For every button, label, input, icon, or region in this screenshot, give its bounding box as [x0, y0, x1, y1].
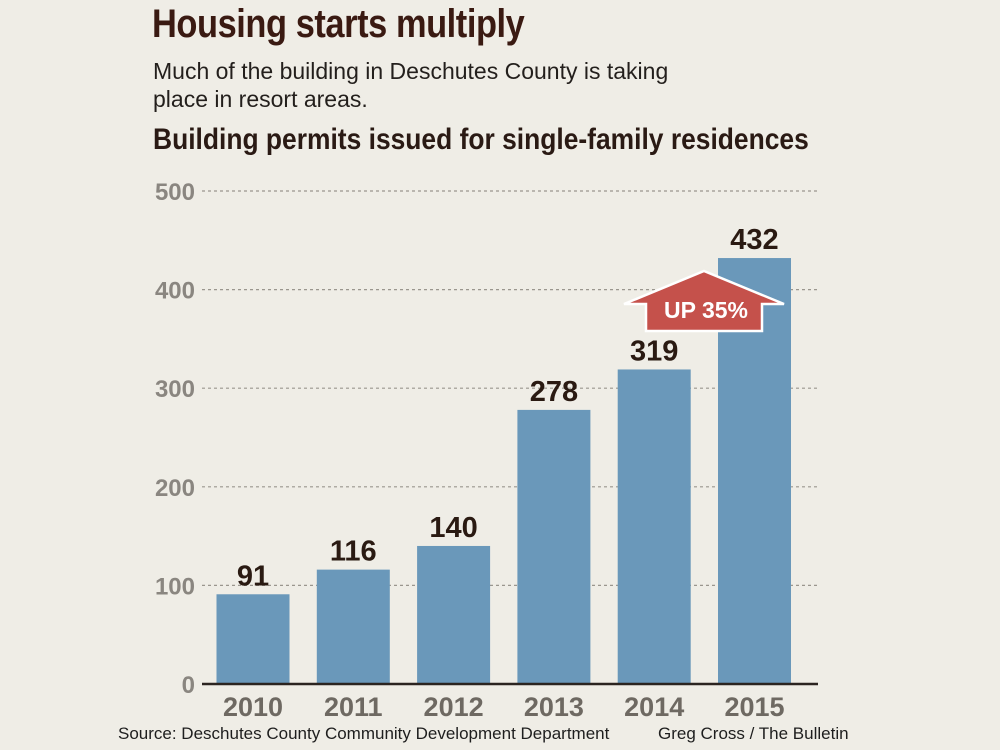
x-tick-label: 2012 [424, 692, 484, 722]
chart-title: Building permits issued for single-famil… [153, 123, 809, 156]
bar [316, 569, 390, 684]
bar-value-label: 116 [330, 536, 377, 568]
x-tick-label: 2010 [223, 692, 283, 722]
y-tick-label: 100 [155, 573, 195, 600]
bar [216, 594, 290, 684]
source-note: Source: Deschutes County Community Devel… [118, 724, 610, 743]
x-tick-label: 2015 [724, 692, 784, 722]
bar-value-label: 432 [730, 224, 778, 256]
bar-value-label: 140 [429, 512, 477, 544]
y-tick-label: 300 [155, 376, 195, 403]
y-tick-label: 500 [155, 179, 195, 206]
bar-value-label: 319 [630, 335, 678, 367]
y-tick-label: 0 [182, 672, 195, 699]
bar [517, 409, 591, 684]
bar-value-label: 91 [237, 560, 269, 592]
x-tick-label: 2014 [624, 692, 684, 722]
callout-label: UP 35% [664, 297, 748, 323]
bar [617, 369, 691, 684]
x-tick-label: 2011 [324, 692, 383, 722]
y-tick-label: 400 [155, 278, 195, 305]
credit-note: Greg Cross / The Bulletin [658, 724, 849, 743]
x-tick-label: 2013 [524, 692, 584, 722]
bar [417, 545, 491, 684]
bar-value-label: 278 [530, 376, 578, 408]
chart-headline: Housing starts multiply [152, 2, 525, 46]
up-arrow-callout [623, 269, 785, 333]
y-tick-label: 200 [155, 475, 195, 502]
chart-subtitle: Much of the building in Deschutes County… [153, 58, 669, 112]
